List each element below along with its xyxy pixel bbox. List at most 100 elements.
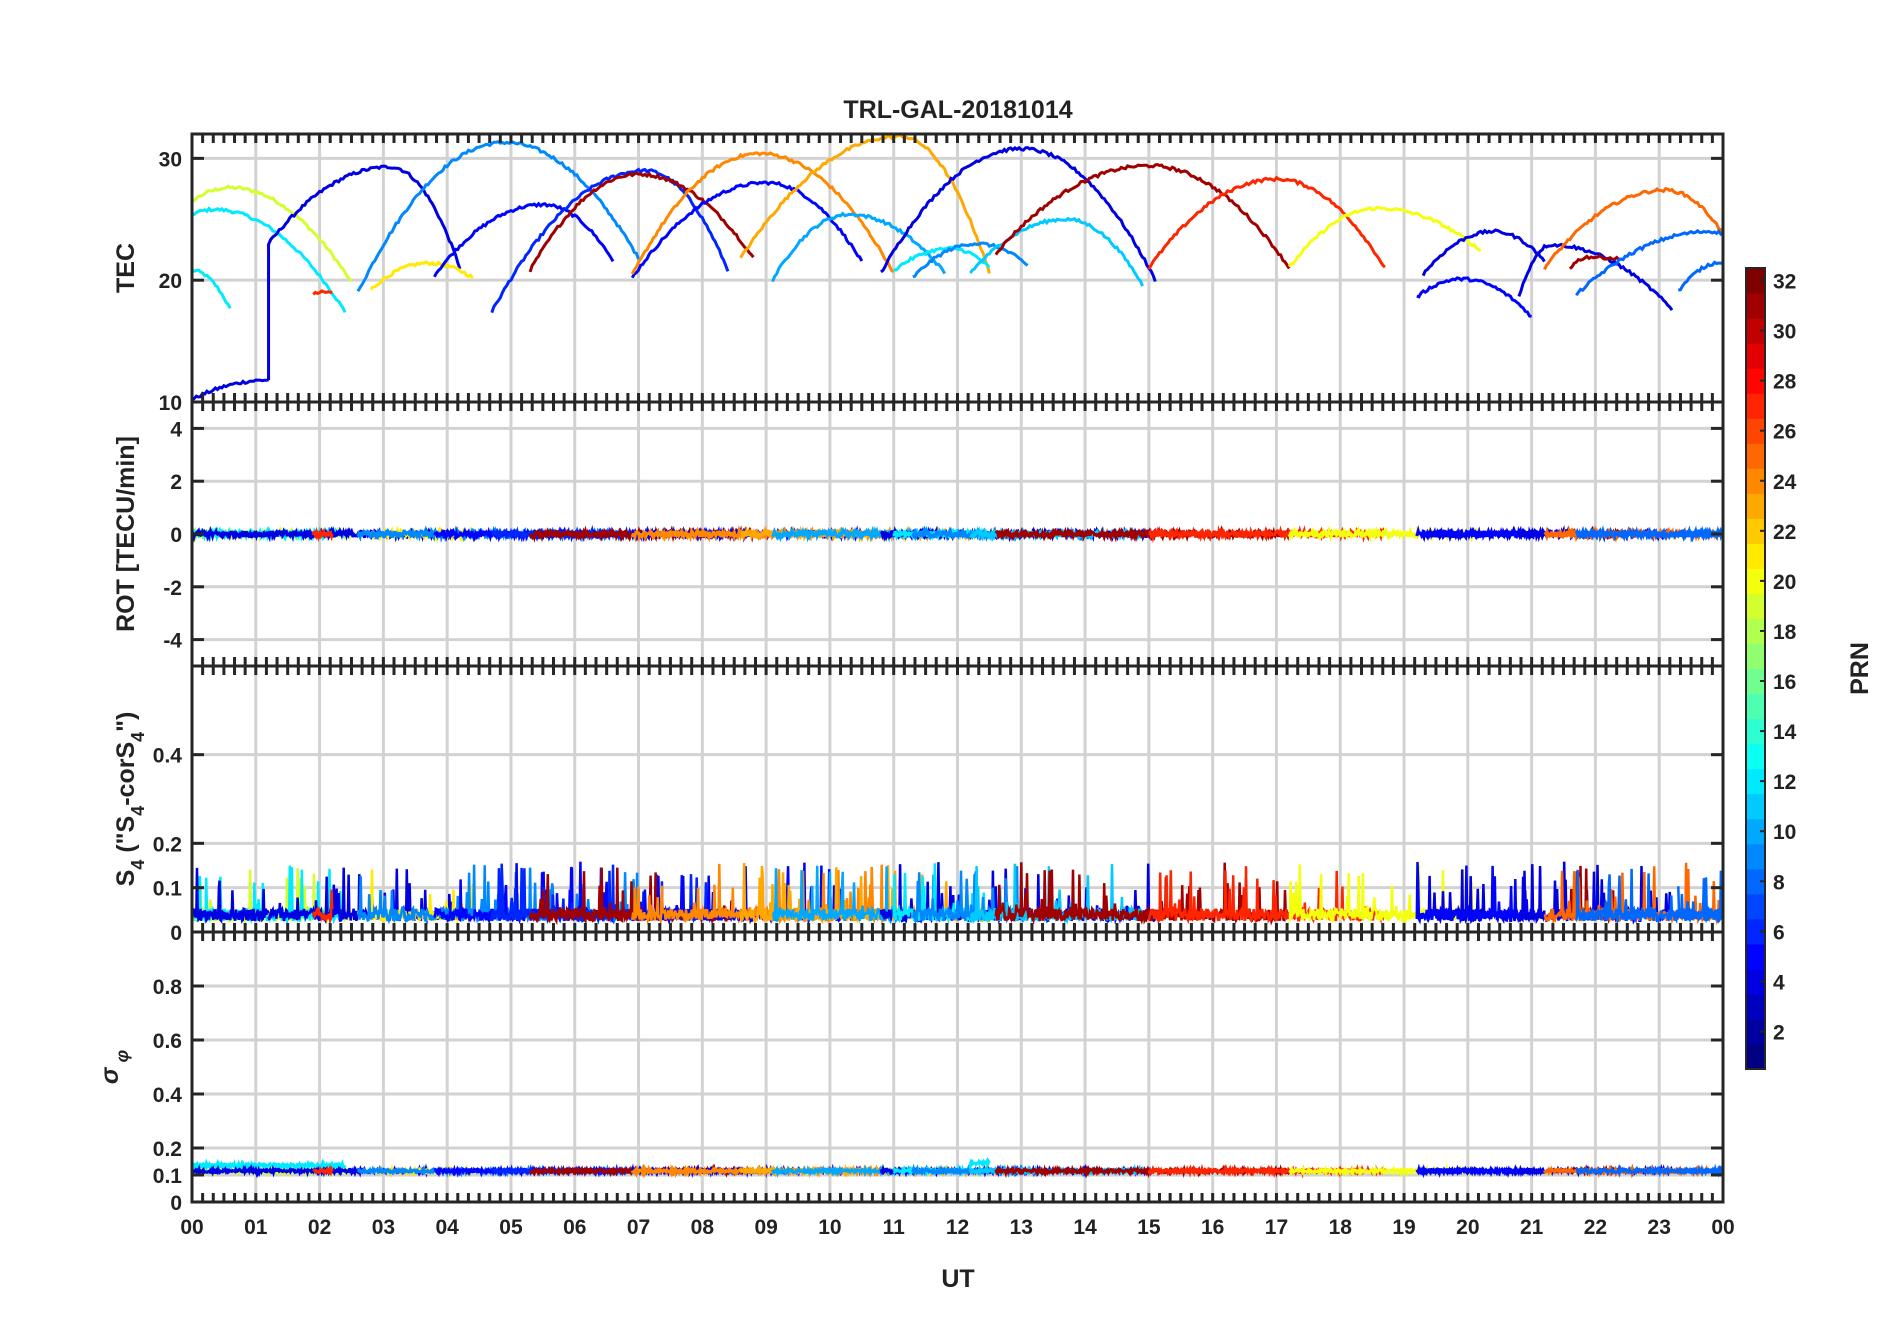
colorbar-segment bbox=[1746, 368, 1765, 394]
tec-series-prn-8 bbox=[1678, 260, 1723, 292]
colorbar-segment bbox=[1746, 268, 1765, 294]
colorbar-segment bbox=[1746, 693, 1765, 720]
y-axis-label-part: φ bbox=[112, 1050, 132, 1068]
y-tick-label: 0.2 bbox=[153, 1138, 182, 1161]
x-tick-label: 03 bbox=[372, 1216, 395, 1239]
colorbar-segment bbox=[1746, 918, 1765, 945]
panel-data bbox=[192, 1156, 1723, 1179]
x-tick-label: 11 bbox=[883, 1216, 906, 1239]
colorbar-segment bbox=[1746, 668, 1765, 695]
tec-series-prn-6 bbox=[490, 167, 730, 314]
sigma-series-prn-27 bbox=[312, 1164, 334, 1177]
y-tick-label: 0.2 bbox=[153, 833, 182, 856]
y-tick-label: 4 bbox=[170, 418, 182, 441]
colorbar-segment bbox=[1746, 843, 1765, 870]
tec-series-prn-4 bbox=[1421, 228, 1546, 277]
sigma-series-prn-12 bbox=[192, 1158, 347, 1174]
y-axis-label-part: S bbox=[112, 870, 140, 887]
s4-series-prn-8 bbox=[1677, 870, 1723, 923]
colorbar-segment bbox=[1746, 443, 1765, 469]
colorbar-segment bbox=[1746, 643, 1765, 670]
y-tick-label: -4 bbox=[163, 630, 182, 653]
y-axis-label-part: ") bbox=[112, 712, 140, 732]
colorbar-segment bbox=[1746, 318, 1765, 344]
colorbar-tick-label: 6 bbox=[1773, 921, 1785, 944]
colorbar-tick-label: 24 bbox=[1773, 471, 1797, 494]
x-tick-label: 14 bbox=[1073, 1216, 1097, 1239]
x-tick-label: 05 bbox=[499, 1216, 523, 1239]
colorbar-tick-label: 26 bbox=[1773, 421, 1796, 444]
x-axis: 00 01 02 03 04 05 06 07 08 09 10 11 12 13 14 15 16 17 18 19… bbox=[180, 1216, 1734, 1239]
colorbar-segment bbox=[1746, 943, 1765, 970]
tec-series-prn-31 bbox=[528, 171, 755, 273]
y-axis-label-part: 4 bbox=[128, 860, 148, 870]
panel-s4: 00.10.20.4S4 ("S4-corS4") bbox=[112, 664, 1725, 945]
rot-series-prn-4 bbox=[192, 526, 271, 543]
panel-tec: 10 20 30 TEC bbox=[112, 132, 1725, 415]
x-tick-label: 09 bbox=[754, 1216, 777, 1239]
tec-series-prn-24 bbox=[630, 151, 895, 275]
y-tick-label: -2 bbox=[163, 577, 182, 600]
x-tick-label: 22 bbox=[1584, 1216, 1607, 1239]
tec-series-prn-4 bbox=[267, 164, 462, 270]
colorbar-tick-label: 14 bbox=[1773, 721, 1797, 744]
y-tick-label: 0.1 bbox=[153, 1165, 183, 1188]
colorbar-tick-label: 30 bbox=[1773, 321, 1796, 344]
colorbar-segment bbox=[1746, 968, 1765, 995]
y-tick-label: 10 bbox=[159, 392, 182, 415]
y-axis-label-part: 4 bbox=[128, 806, 148, 816]
y-tick-label: 2 bbox=[170, 471, 182, 494]
y-tick-label: 0.4 bbox=[153, 1084, 183, 1107]
colorbar-segment bbox=[1746, 743, 1765, 770]
y-axis-label-part: σ bbox=[96, 1066, 124, 1084]
x-tick-label: 06 bbox=[563, 1216, 586, 1239]
colorbar-segment bbox=[1746, 568, 1765, 595]
x-tick-label: 04 bbox=[435, 1216, 459, 1239]
rot-series-prn-27 bbox=[311, 526, 334, 543]
panel-minor-ticks bbox=[190, 134, 1725, 404]
panel-data bbox=[192, 861, 1723, 926]
x-tick-label: 19 bbox=[1392, 1216, 1415, 1239]
x-tick-label: 21 bbox=[1520, 1216, 1544, 1239]
tec-series-prn-23 bbox=[739, 134, 991, 274]
x-tick-label: 13 bbox=[1010, 1216, 1033, 1239]
y-axis-label-part: -corS bbox=[112, 742, 140, 806]
colorbar-label: PRN bbox=[1846, 642, 1874, 695]
colorbar-segment bbox=[1746, 293, 1765, 319]
colorbar-tick-label: 16 bbox=[1773, 671, 1796, 694]
y-tick-label: 0.4 bbox=[153, 745, 183, 768]
colorbar-tick-label: 10 bbox=[1773, 821, 1796, 844]
tec-series-prn-12 bbox=[192, 268, 232, 310]
colorbar-segment bbox=[1746, 468, 1765, 494]
tec-series-prn-5 bbox=[1416, 276, 1532, 318]
x-tick-label: 18 bbox=[1329, 1216, 1353, 1239]
y-tick-label: 0 bbox=[170, 922, 182, 945]
y-tick-label: 20 bbox=[159, 270, 182, 293]
colorbar-segment bbox=[1746, 818, 1765, 845]
colorbar-frame bbox=[1745, 267, 1766, 1070]
tec-series-prn-31 bbox=[1568, 253, 1622, 270]
tec-series-prn-20 bbox=[1287, 205, 1482, 268]
tec-series-prn-21 bbox=[369, 260, 474, 291]
colorbar-segment bbox=[1746, 418, 1765, 444]
s4-series-prn-4 bbox=[192, 867, 270, 924]
x-tick-label: 01 bbox=[244, 1216, 268, 1239]
colorbar-segment bbox=[1746, 1043, 1765, 1070]
panel-sigma: 0 0.1 0.2 0.4 0.6 0.8 σ φ bbox=[96, 930, 1725, 1215]
colorbar-segment bbox=[1746, 1018, 1765, 1045]
colorbar-tick-label: 12 bbox=[1773, 771, 1796, 794]
colorbar-tick-label: 8 bbox=[1773, 871, 1785, 894]
tec-series-prn-5 bbox=[630, 180, 864, 279]
y-axis-label: ROT [TECU/min] bbox=[112, 436, 140, 632]
sigma-series-prn-5 bbox=[1415, 1163, 1532, 1179]
tec-series-prn-25 bbox=[1543, 186, 1723, 271]
x-tick-label: 23 bbox=[1648, 1216, 1671, 1239]
colorbar-tick-label: 18 bbox=[1773, 621, 1797, 644]
colorbar-tick-label: 2 bbox=[1773, 1021, 1785, 1044]
colorbar-segment bbox=[1746, 718, 1765, 745]
colorbar-segment bbox=[1746, 593, 1765, 620]
x-tick-label: 07 bbox=[627, 1216, 650, 1239]
y-tick-label: 0 bbox=[170, 524, 182, 547]
x-tick-label: 20 bbox=[1456, 1216, 1479, 1239]
